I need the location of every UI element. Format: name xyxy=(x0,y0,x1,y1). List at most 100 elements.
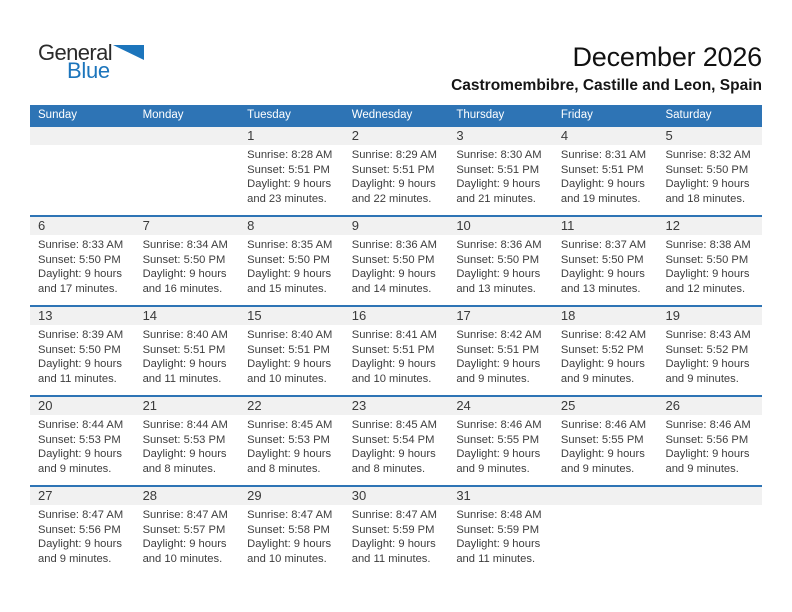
weekday-header-saturday: Saturday xyxy=(665,109,712,121)
day-number: 6 xyxy=(38,218,46,233)
sunrise-line: Sunrise: 8:47 AM xyxy=(247,509,333,521)
day-content-band: Sunrise: 8:33 AM Sunset: 5:50 PM Daylight:… xyxy=(30,235,762,305)
day-cell-details: Sunrise: 8:32 AM Sunset: 5:50 PM Daylight:… xyxy=(657,145,762,215)
day-number: 26 xyxy=(665,398,680,413)
daylight-line-1: Daylight: 9 hours xyxy=(247,448,332,461)
daylight-line-2: and 19 minutes. xyxy=(560,193,641,206)
daylight-line-2: and 10 minutes. xyxy=(351,373,432,386)
day-cell-details: Sunrise: 8:37 AM Sunset: 5:50 PM Daylight:… xyxy=(553,235,658,305)
day-cell-details: Sunrise: 8:30 AM Sunset: 5:51 PM Daylight:… xyxy=(448,145,553,215)
day-number: 17 xyxy=(456,308,471,323)
day-cell-details: Sunrise: 8:39 AM Sunset: 5:50 PM Daylight:… xyxy=(30,325,135,395)
sunrise-line: Sunrise: 8:45 AM xyxy=(247,419,333,431)
sunrise-line: Sunrise: 8:36 AM xyxy=(456,239,542,251)
day-cell-details: Sunrise: 8:47 AM Sunset: 5:56 PM Daylight:… xyxy=(30,505,135,575)
daylight-line-1: Daylight: 9 hours xyxy=(247,268,332,281)
sunrise-line: Sunrise: 8:42 AM xyxy=(456,329,542,341)
day-content-band: Sunrise: 8:28 AM Sunset: 5:51 PM Daylight:… xyxy=(30,145,762,215)
sunset-line: Sunset: 5:51 PM xyxy=(247,163,330,176)
day-number: 28 xyxy=(142,488,158,503)
location-subtitle: Castromembibre, Castille and Leon, Spain xyxy=(451,77,762,94)
daylight-line-2: and 9 minutes. xyxy=(665,463,739,476)
sunrise-line: Sunrise: 8:47 AM xyxy=(142,509,228,521)
daylight-line-2: and 12 minutes. xyxy=(665,283,746,296)
daylight-line-1: Daylight: 9 hours xyxy=(456,358,541,371)
weekday-header-wednesday: Wednesday xyxy=(351,109,413,121)
sunset-line: Sunset: 5:57 PM xyxy=(142,523,226,536)
day-number: 1 xyxy=(247,128,255,143)
daylight-line-2: and 11 minutes. xyxy=(142,373,222,386)
week-row: 27 28 29 30 31 Sunrise: 8:47 AM Sunset: 5:56 P… xyxy=(30,485,762,575)
sunset-line: Sunset: 5:53 PM xyxy=(247,433,330,446)
daylight-line-1: Daylight: 9 hours xyxy=(38,448,122,461)
day-number: 23 xyxy=(351,398,367,413)
daylight-line-1: Daylight: 9 hours xyxy=(456,178,541,191)
sunset-line: Sunset: 5:50 PM xyxy=(142,253,226,266)
daylight-line-1: Daylight: 9 hours xyxy=(351,268,436,281)
general-blue-logo: General Blue xyxy=(38,42,145,82)
sunset-line: Sunset: 5:50 PM xyxy=(351,253,435,266)
sunset-line: Sunset: 5:53 PM xyxy=(38,433,121,446)
sunrise-line: Sunrise: 8:36 AM xyxy=(351,239,437,251)
week-row: 6 7 8 9 10 11 12 Sunrise: 8:33 AM Sunset: 5:50 P… xyxy=(30,215,762,305)
sunset-line: Sunset: 5:51 PM xyxy=(142,343,226,356)
sunset-line: Sunset: 5:56 PM xyxy=(38,523,121,536)
sunrise-line: Sunrise: 8:42 AM xyxy=(560,329,647,341)
sunrise-line: Sunrise: 8:33 AM xyxy=(38,239,124,251)
daylight-line-1: Daylight: 9 hours xyxy=(38,268,122,281)
sunset-line: Sunset: 5:50 PM xyxy=(665,163,749,176)
daylight-line-2: and 23 minutes. xyxy=(247,193,327,206)
logo-triangle-icon xyxy=(113,45,145,60)
day-cell-details: Sunrise: 8:38 AM Sunset: 5:50 PM Daylight:… xyxy=(657,235,762,305)
day-number: 30 xyxy=(351,488,367,503)
day-number: 29 xyxy=(247,488,262,503)
daylight-line-1: Daylight: 9 hours xyxy=(456,268,541,281)
day-number: 5 xyxy=(665,128,673,143)
day-number: 25 xyxy=(560,398,576,413)
day-number: 12 xyxy=(665,218,680,233)
sunrise-line: Sunrise: 8:46 AM xyxy=(665,419,751,431)
empty-day-number xyxy=(553,487,658,505)
day-cell-details: Sunrise: 8:46 AM Sunset: 5:55 PM Daylight:… xyxy=(448,415,553,485)
day-cell-details: Sunrise: 8:36 AM Sunset: 5:50 PM Daylight:… xyxy=(344,235,449,305)
day-cell-details: Sunrise: 8:46 AM Sunset: 5:56 PM Daylight:… xyxy=(657,415,762,485)
calendar-grid: 1 2 3 4 5 Sunrise: 8:28 AM Sunset: 5:51 PM Dayl… xyxy=(30,125,762,575)
day-cell-details: Sunrise: 8:28 AM Sunset: 5:51 PM Daylight:… xyxy=(239,145,344,215)
daylight-line-2: and 8 minutes. xyxy=(247,463,321,476)
day-cell-details: Sunrise: 8:33 AM Sunset: 5:50 PM Daylight:… xyxy=(30,235,135,305)
daylight-line-1: Daylight: 9 hours xyxy=(456,448,541,461)
empty-day-number xyxy=(135,127,240,145)
week-row: 13 14 15 16 17 18 19 Sunrise: 8:39 AM Sunset: 5:… xyxy=(30,305,762,395)
day-number: 24 xyxy=(456,398,471,413)
sunrise-line: Sunrise: 8:40 AM xyxy=(247,329,333,341)
empty-day-number xyxy=(657,487,762,505)
sunset-line: Sunset: 5:54 PM xyxy=(351,433,435,446)
daylight-line-2: and 18 minutes. xyxy=(665,193,746,206)
daylight-line-1: Daylight: 9 hours xyxy=(560,358,645,371)
day-cell-details: Sunrise: 8:45 AM Sunset: 5:54 PM Daylight:… xyxy=(344,415,449,485)
day-content-band: Sunrise: 8:39 AM Sunset: 5:50 PM Daylight:… xyxy=(30,325,762,395)
weekday-header-row: Sunday Monday Tuesday Wednesday Thursday Frid… xyxy=(30,105,762,125)
sunset-line: Sunset: 5:51 PM xyxy=(560,163,644,176)
day-number: 8 xyxy=(247,218,255,233)
sunrise-line: Sunrise: 8:46 AM xyxy=(560,419,647,431)
day-number: 3 xyxy=(456,128,464,143)
sunrise-line: Sunrise: 8:37 AM xyxy=(560,239,647,251)
weekday-header-friday: Friday xyxy=(560,109,593,121)
sunset-line: Sunset: 5:51 PM xyxy=(456,343,540,356)
empty-day-cell xyxy=(135,145,240,215)
day-number: 2 xyxy=(351,128,359,143)
sunrise-line: Sunrise: 8:44 AM xyxy=(142,419,228,431)
sunset-line: Sunset: 5:53 PM xyxy=(142,433,226,446)
sunrise-line: Sunrise: 8:48 AM xyxy=(456,509,542,521)
day-number: 14 xyxy=(142,308,158,323)
sunset-line: Sunset: 5:52 PM xyxy=(560,343,644,356)
day-cell-details: Sunrise: 8:47 AM Sunset: 5:57 PM Daylight:… xyxy=(135,505,240,575)
day-number: 19 xyxy=(665,308,680,323)
daylight-line-2: and 22 minutes. xyxy=(351,193,432,206)
sunrise-line: Sunrise: 8:41 AM xyxy=(351,329,437,341)
sunset-line: Sunset: 5:51 PM xyxy=(351,163,435,176)
daylight-line-2: and 11 minutes. xyxy=(38,373,117,386)
day-number: 9 xyxy=(351,218,359,233)
daylight-line-2: and 9 minutes. xyxy=(665,373,739,386)
